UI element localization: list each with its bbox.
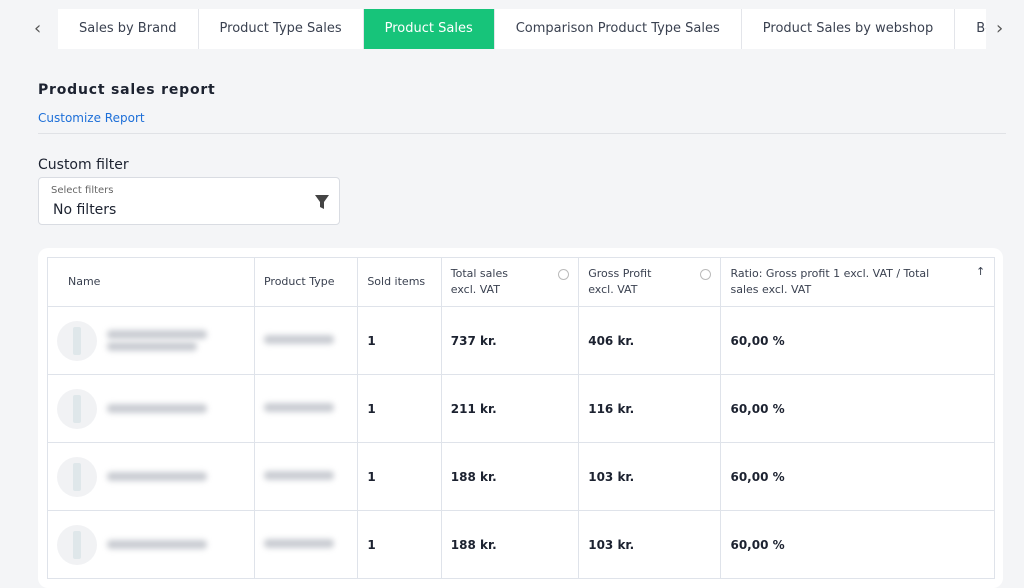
tab[interactable]: Product Type Sales xyxy=(198,9,364,49)
value-cell: 60,00 % xyxy=(720,374,995,443)
value-cell: 1 xyxy=(357,510,442,579)
blur xyxy=(107,404,207,413)
value-cell: 406 kr. xyxy=(578,306,722,375)
tab-bar: Sales by Brand Product Type Sales Product … xyxy=(58,9,986,49)
value-cell: 60,00 % xyxy=(720,510,995,579)
sales-table: Name Product Type Sold items Total sales ex… xyxy=(47,257,995,579)
divider xyxy=(38,133,1006,134)
value-cell: 737 kr. xyxy=(440,306,580,375)
header-text: Total sales excl. VAT xyxy=(450,267,508,296)
table-row: 1 188 kr. 103 kr. 60,00 % xyxy=(47,442,995,511)
blur xyxy=(107,472,207,481)
name-cell xyxy=(47,510,255,579)
tab[interactable]: Sales by Brand xyxy=(58,9,199,49)
blur xyxy=(263,334,334,344)
value-cell: 103 kr. xyxy=(578,442,722,511)
name-cell xyxy=(47,306,255,375)
thumb-bottle xyxy=(73,394,81,423)
value-cell: 188 kr. xyxy=(440,442,580,511)
column-header[interactable]: Ratio: Gross profit 1 excl. VAT / Total … xyxy=(720,257,995,307)
thumb-bottle xyxy=(73,462,81,491)
report-title: Product sales report xyxy=(38,82,216,98)
blur xyxy=(107,330,207,339)
blur xyxy=(263,402,334,412)
value-cell: 1 xyxy=(357,442,442,511)
filter-heading: Custom filter xyxy=(38,157,129,173)
customize-link[interactable]: Customize Report xyxy=(38,111,145,125)
thumb-bottle xyxy=(73,530,81,559)
tab[interactable]: Product Sales xyxy=(363,9,495,49)
column-header: Product Type xyxy=(253,257,359,307)
value-cell: 211 kr. xyxy=(440,374,580,443)
blurred-name xyxy=(107,537,207,552)
filter-icon xyxy=(315,195,329,209)
blur xyxy=(263,470,334,480)
tab[interactable]: Product Sales by webshop xyxy=(741,9,956,49)
name-cell xyxy=(47,442,255,511)
product-thumb xyxy=(57,320,97,361)
value-cell: 103 kr. xyxy=(578,510,722,579)
name-cell xyxy=(47,374,255,443)
header-text: Gross Profit excl. VAT xyxy=(588,267,652,296)
header-text: Sold items xyxy=(367,275,426,288)
help-icon xyxy=(558,269,570,280)
table-row: 1 211 kr. 116 kr. 60,00 % xyxy=(47,374,995,443)
type-cell xyxy=(253,374,359,443)
column-header: Total sales excl. VAT xyxy=(440,257,580,307)
column-header: Sold items xyxy=(357,257,442,307)
header-text: Name xyxy=(68,275,101,288)
type-cell xyxy=(253,442,359,511)
filter-label: Select filters xyxy=(51,185,114,196)
value-cell: 1 xyxy=(357,306,442,375)
product-thumb xyxy=(57,456,97,497)
tabs-next[interactable]: › xyxy=(996,18,1004,39)
column-header: Name xyxy=(47,257,255,307)
header-text: Product Type xyxy=(263,275,335,288)
blur xyxy=(107,540,207,549)
column-header: Gross Profit excl. VAT xyxy=(578,257,722,307)
help-icon xyxy=(700,269,712,280)
value-cell: 60,00 % xyxy=(720,306,995,375)
tab[interactable]: Comparison Product Type Sales xyxy=(494,9,742,49)
value-cell: 116 kr. xyxy=(578,374,722,443)
table-row: 1 188 kr. 103 kr. 60,00 % xyxy=(47,510,995,579)
product-thumb xyxy=(57,388,97,429)
sort-icon: ↑ xyxy=(976,265,986,278)
type-cell xyxy=(253,510,359,579)
product-thumb xyxy=(57,524,97,565)
tabs-prev[interactable]: ‹ xyxy=(34,18,42,39)
tab[interactable]: Ber xyxy=(955,9,986,49)
type-cell xyxy=(253,306,359,375)
filter-select[interactable]: Select filters No filters xyxy=(38,177,340,225)
blurred-name xyxy=(107,401,207,416)
table-row: 1 737 kr. 406 kr. 60,00 % xyxy=(47,306,995,375)
blur xyxy=(263,538,334,548)
blurred-name xyxy=(107,327,207,354)
value-cell: 1 xyxy=(357,374,442,443)
value-cell: 188 kr. xyxy=(440,510,580,579)
blurred-name xyxy=(107,469,207,484)
value-cell: 60,00 % xyxy=(720,442,995,511)
header-text: Ratio: Gross profit 1 excl. VAT / Total … xyxy=(730,267,930,296)
blur xyxy=(107,342,197,351)
filter-value: No filters xyxy=(53,202,117,218)
thumb-bottle xyxy=(73,326,81,355)
